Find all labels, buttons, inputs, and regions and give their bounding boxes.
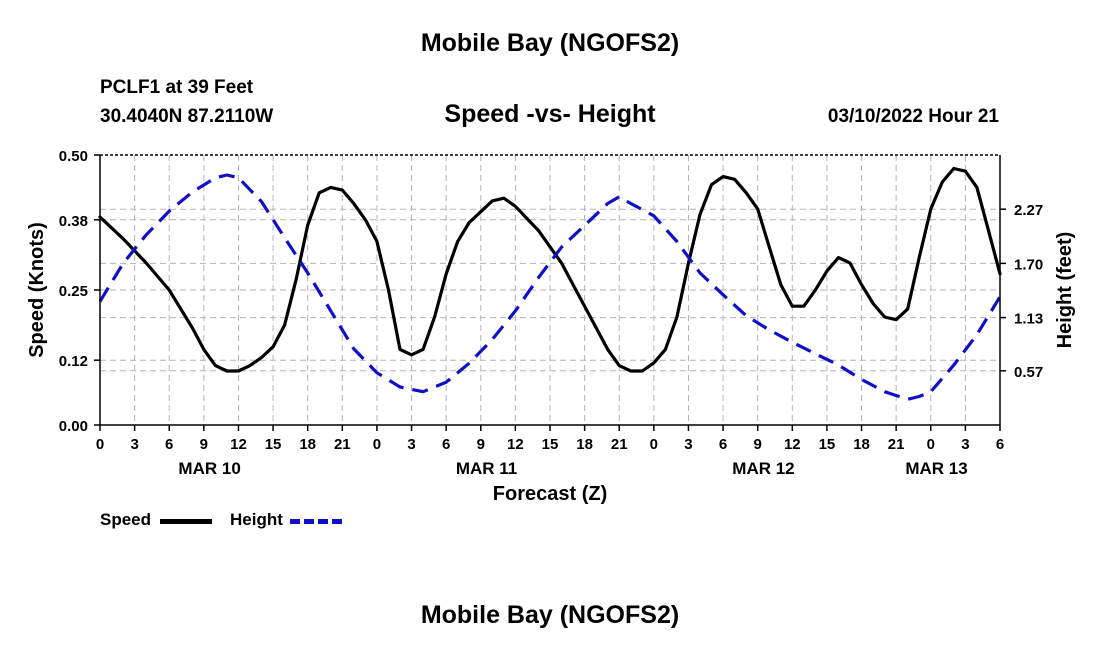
x-tick-label: 3: [684, 436, 692, 453]
x-tick-label: 3: [961, 436, 969, 453]
x-tick-label: 18: [299, 436, 316, 453]
legend-speed-swatch: [160, 519, 212, 524]
x-tick-label: 15: [542, 436, 559, 453]
x-tick-label: 21: [611, 436, 628, 453]
y2-tick-label: 2.27: [1014, 202, 1043, 219]
y-tick-label: 0.38: [59, 213, 88, 230]
chart-subtitle: Speed -vs- Height: [444, 100, 656, 128]
x-tick-label: 15: [265, 436, 282, 453]
y-tick-label: 0.25: [59, 283, 88, 300]
footer-title: Mobile Bay (NGOFS2): [420, 601, 680, 629]
y2-axis-label: Height (feet): [1054, 232, 1076, 349]
forecast-datetime: 03/10/2022 Hour 21: [827, 106, 999, 127]
day-label: MAR 11: [456, 459, 517, 478]
day-label: MAR 12: [732, 459, 794, 478]
x-tick-label: 0: [650, 436, 658, 453]
y-tick-label: 0.50: [59, 148, 88, 165]
y2-tick-label: 1.70: [1014, 256, 1043, 273]
x-tick-label: 9: [200, 436, 208, 453]
x-tick-label: 6: [719, 436, 727, 453]
x-tick-label: 3: [130, 436, 138, 453]
x-tick-label: 0: [373, 436, 381, 453]
legend-speed-label: Speed: [100, 510, 152, 529]
x-tick-label: 18: [576, 436, 593, 453]
y2-tick-label: 1.13: [1014, 311, 1043, 328]
station-label: PCLF1 at 39 Feet: [100, 77, 254, 98]
x-tick-label: 0: [96, 436, 104, 453]
station-coords: 30.4040N 87.2110W: [100, 106, 274, 127]
x-axis-label: Forecast (Z): [493, 483, 607, 505]
y-axis-label: Speed (Knots): [26, 222, 48, 358]
day-label: MAR 13: [905, 459, 967, 478]
y2-tick-label: 0.57: [1014, 364, 1043, 381]
x-tick-label: 6: [165, 436, 173, 453]
x-tick-label: 12: [507, 436, 524, 453]
day-label: MAR 10: [178, 459, 240, 478]
chart-ticks: 0.00 0.12 0.25 0.38 0.50 0.57 1.13 1.70 2.27 0 3 6 9…: [59, 148, 1043, 478]
legend-height-swatch: [290, 519, 342, 524]
y-tick-label: 0.00: [59, 418, 88, 435]
legend-height-label: Height: [230, 510, 283, 529]
x-tick-label: 9: [477, 436, 485, 453]
y-tick-label: 0.12: [59, 353, 88, 370]
series-line-height: [98, 173, 1002, 401]
x-tick-label: 21: [888, 436, 905, 453]
x-tick-label: 18: [853, 436, 870, 453]
x-tick-label: 12: [784, 436, 801, 453]
chart-series: [98, 166, 1002, 401]
x-tick-label: 6: [442, 436, 450, 453]
x-tick-label: 21: [334, 436, 351, 453]
x-tick-label: 12: [230, 436, 247, 453]
x-tick-label: 9: [754, 436, 762, 453]
x-tick-label: 0: [927, 436, 935, 453]
x-tick-label: 6: [996, 436, 1004, 453]
series-line-speed: [98, 166, 1002, 373]
chart-title: Mobile Bay (NGOFS2): [420, 29, 680, 57]
x-tick-label: 15: [819, 436, 836, 453]
x-tick-label: 3: [407, 436, 415, 453]
